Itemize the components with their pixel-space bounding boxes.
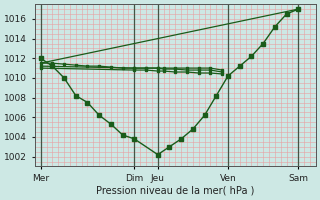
X-axis label: Pression niveau de la mer( hPa ): Pression niveau de la mer( hPa ) — [96, 186, 254, 196]
